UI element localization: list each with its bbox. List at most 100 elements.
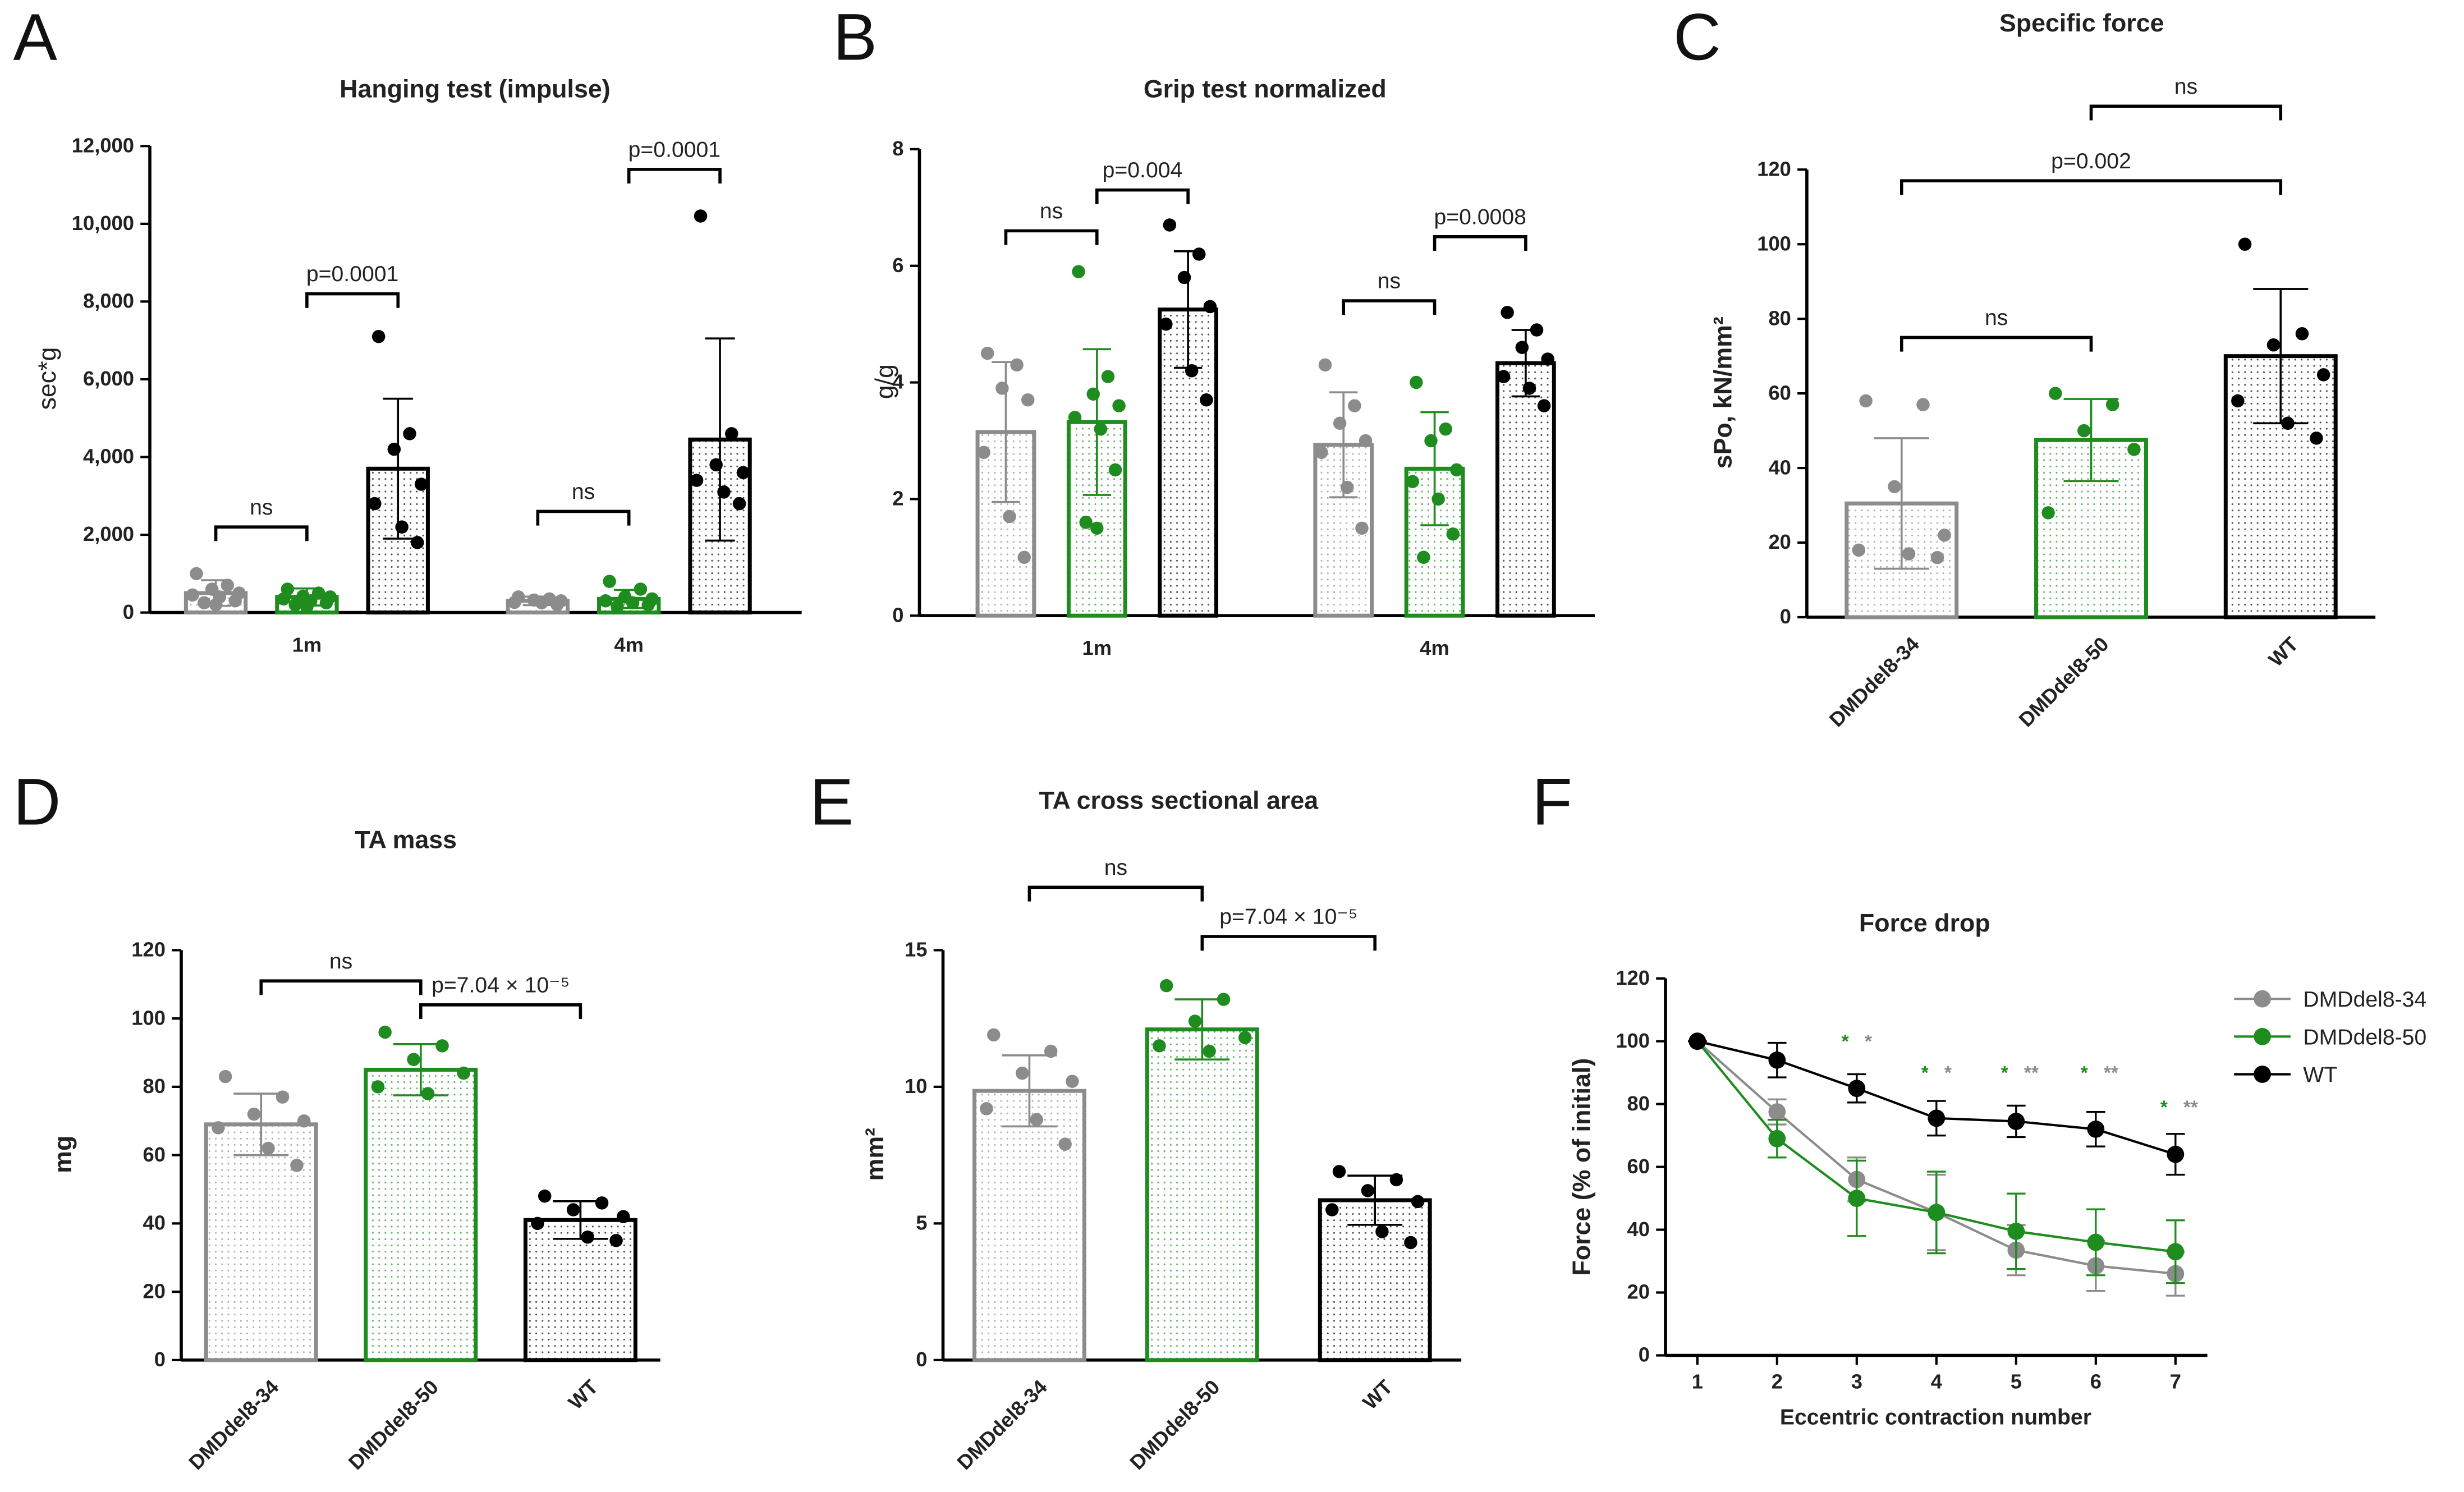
x-tick-label: 1m <box>292 633 322 657</box>
panel-letter: E <box>810 765 854 838</box>
error-bar <box>1420 411 1449 526</box>
y-tick-label: 5 <box>916 1211 927 1234</box>
y-tick-label: 6 <box>892 254 903 277</box>
data-point <box>1424 434 1438 448</box>
data-point <box>228 594 242 608</box>
y-axis-label: sec*g <box>33 347 61 410</box>
significance-label: p=0.0008 <box>1434 205 1526 229</box>
y-tick-label: 20 <box>143 1279 166 1302</box>
data-point <box>617 1210 630 1223</box>
data-point <box>694 209 708 223</box>
data-point <box>1916 398 1930 411</box>
data-point <box>1003 509 1016 524</box>
significance-bracket <box>536 509 631 526</box>
y-tick-label: 60 <box>143 1143 166 1166</box>
data-point <box>387 442 401 456</box>
data-point <box>1072 265 1085 278</box>
data-point <box>1044 1044 1058 1058</box>
data-point <box>395 520 409 534</box>
data-point <box>209 598 223 612</box>
significance-bracket <box>1342 299 1437 315</box>
y-tick-label: 80 <box>1627 1092 1650 1115</box>
y-tick-label: 0 <box>1639 1343 1650 1366</box>
data-point <box>1410 375 1423 389</box>
data-point <box>1530 323 1544 337</box>
data-point <box>1417 550 1430 564</box>
y-tick-label: 15 <box>905 938 927 961</box>
data-point <box>1541 352 1554 366</box>
significance-label: p=7.04 × 10⁻⁵ <box>1219 905 1357 929</box>
significance-label: ns <box>572 480 595 504</box>
data-point <box>690 474 704 487</box>
bar <box>972 1089 1086 1362</box>
data-point <box>1515 341 1529 354</box>
x-tick-label: DMDdel8-50 <box>1125 1375 1224 1474</box>
data-point <box>276 1090 290 1104</box>
data-point <box>1159 979 1173 993</box>
y-tick-label: 20 <box>1627 1280 1650 1303</box>
data-point <box>2105 398 2119 411</box>
data-point <box>1318 358 1332 372</box>
data-point <box>2077 424 2091 438</box>
data-point <box>1108 463 1122 477</box>
data-point <box>2007 1113 2025 1130</box>
data-point <box>1185 364 1199 378</box>
data-point <box>2127 443 2141 456</box>
significance-label: p=0.0001 <box>628 137 721 162</box>
significance-label: ns <box>1104 856 1127 880</box>
significance-bracket <box>627 168 722 184</box>
chart-title: TA mass <box>355 825 457 853</box>
data-point <box>1101 370 1115 383</box>
data-point <box>535 596 549 610</box>
legend-label: WT <box>2303 1063 2337 1087</box>
data-point <box>2087 1233 2105 1251</box>
data-point <box>1431 492 1445 506</box>
x-tick-label: 6 <box>2090 1370 2101 1393</box>
data-point <box>1066 1075 1079 1088</box>
significance-label: p=0.0001 <box>306 262 398 286</box>
bar <box>1318 1198 1432 1362</box>
y-tick-label: 60 <box>1627 1155 1650 1178</box>
y-tick-label: 80 <box>143 1075 166 1098</box>
data-point <box>1361 1184 1375 1197</box>
data-point <box>581 1230 594 1244</box>
data-point <box>1450 463 1463 477</box>
data-point <box>1406 475 1420 488</box>
error-bar <box>383 397 413 540</box>
significance-bracket <box>2089 104 2283 121</box>
panel-letter: D <box>13 765 61 838</box>
data-point <box>1238 1031 1252 1044</box>
data-point <box>1501 306 1514 319</box>
data-point <box>1938 528 1951 542</box>
data-point <box>1010 358 1024 372</box>
data-point <box>2231 394 2245 408</box>
data-point <box>1188 1014 1202 1028</box>
data-point <box>1325 1203 1339 1216</box>
data-point <box>2041 506 2055 520</box>
data-point <box>626 596 640 610</box>
data-point <box>1446 527 1460 541</box>
data-point <box>634 582 648 596</box>
error-bar <box>1082 348 1111 496</box>
panel-letter: F <box>1532 765 1572 838</box>
y-tick-label: 0 <box>892 603 903 626</box>
significance-star: * <box>1865 1031 1873 1052</box>
significance-label: ns <box>250 495 273 520</box>
data-point <box>1200 393 1213 407</box>
data-point <box>508 595 521 609</box>
data-point <box>421 1087 435 1100</box>
data-point <box>407 1053 420 1066</box>
data-point <box>2310 431 2323 445</box>
y-tick-label: 120 <box>1757 157 1791 180</box>
significance-bracket <box>419 1003 582 1019</box>
significance-bracket <box>1004 229 1099 245</box>
data-point <box>435 1039 449 1053</box>
bar <box>1145 1027 1259 1362</box>
data-point <box>1348 399 1361 412</box>
data-point <box>1359 434 1373 448</box>
data-point <box>1888 480 1901 494</box>
data-point <box>599 594 612 608</box>
x-tick-label: DMDdel8-50 <box>2015 632 2113 731</box>
data-point <box>1153 1039 1166 1053</box>
